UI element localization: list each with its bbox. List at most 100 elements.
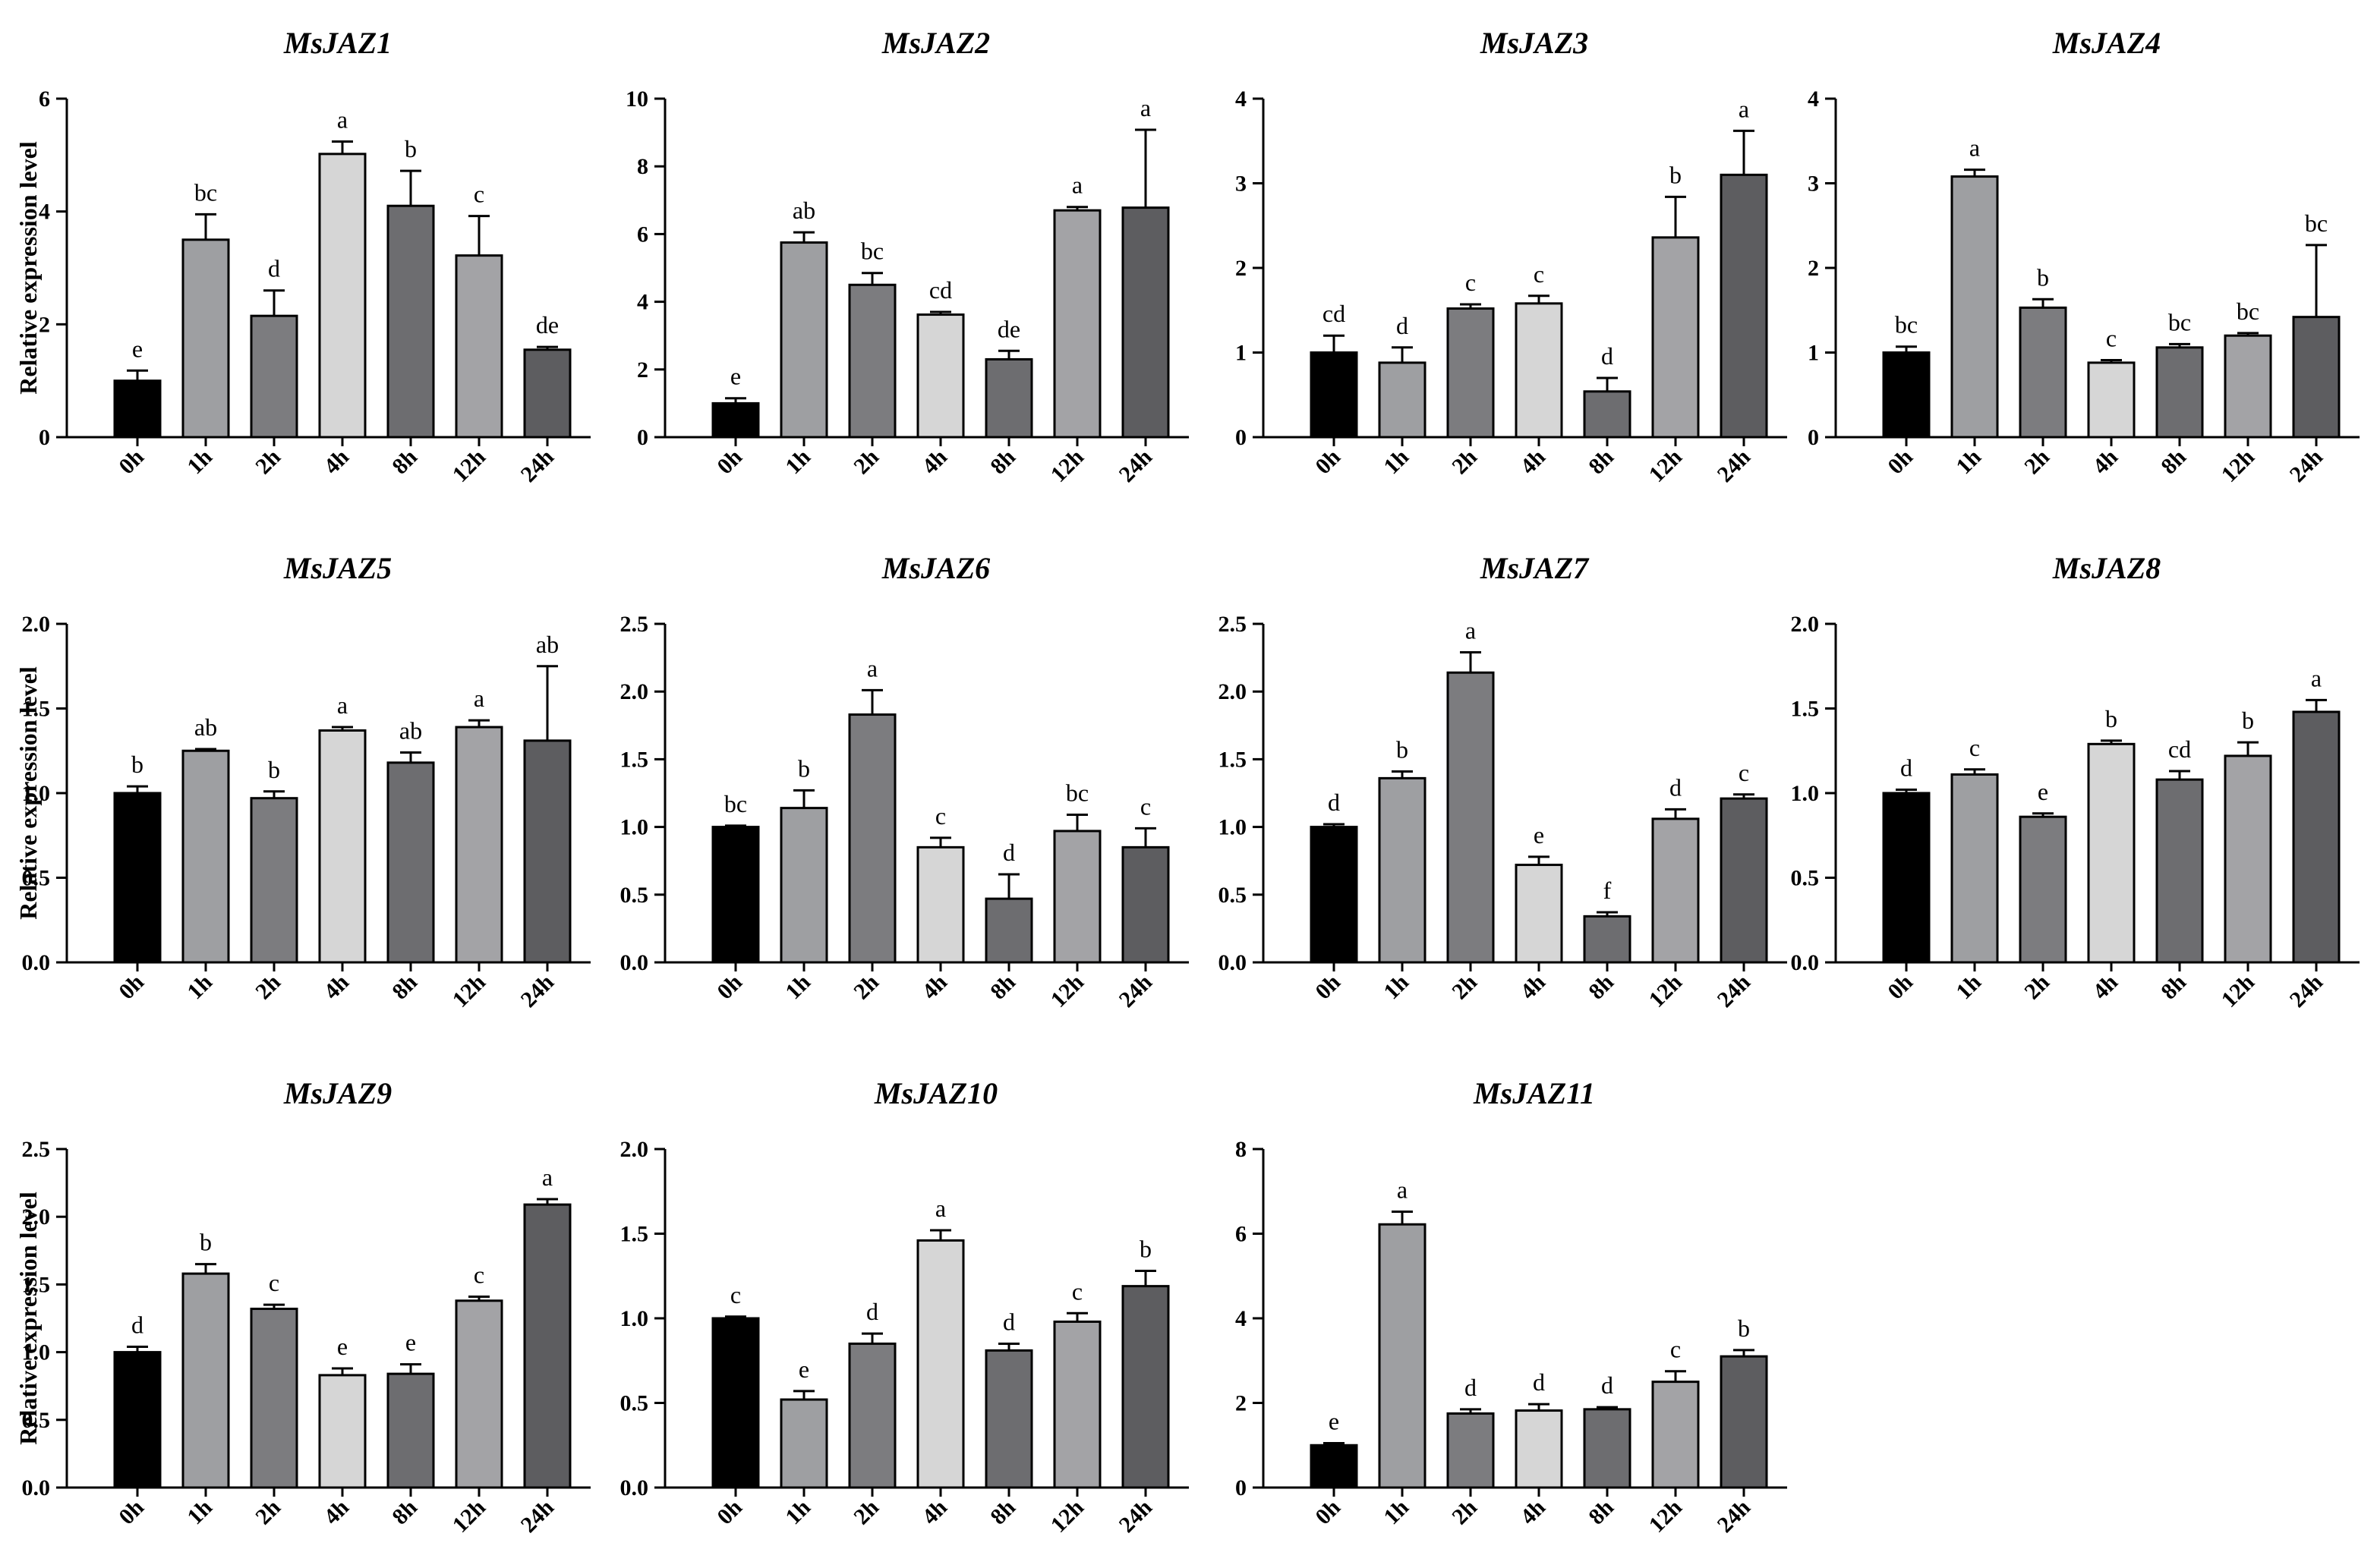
panel-title: MsJAZ3 <box>1480 26 1588 60</box>
y-tick-label: 1.5 <box>620 747 649 772</box>
x-tick-label: 2h <box>1447 1494 1482 1529</box>
significance-letter: d <box>1003 1308 1015 1335</box>
significance-letter: ab <box>194 713 217 741</box>
bar-24h <box>1121 206 1170 439</box>
significance-letter: cd <box>1322 300 1345 327</box>
significance-letter: a <box>867 654 878 682</box>
bar-2h <box>848 283 897 439</box>
bar-12h <box>1053 209 1102 439</box>
x-tick-label: 4h <box>1515 1494 1550 1529</box>
significance-letter: e <box>2038 778 2048 805</box>
x-tick-label: 2h <box>1447 444 1482 479</box>
y-tick-label: 0.0 <box>22 1475 51 1500</box>
significance-letter: b <box>1738 1315 1750 1342</box>
chart-panel-9: MsJAZ9 Relative expression level 0.0 0.5 1.0… <box>14 1076 591 1538</box>
bar-0h <box>1310 351 1358 439</box>
y-tick-label: 2 <box>39 312 50 337</box>
bar-4h <box>1515 302 1563 439</box>
significance-letter: ab <box>399 716 422 744</box>
x-tick-label: 4h <box>917 1494 952 1529</box>
x-tick-label: 24h <box>516 444 560 487</box>
y-tick-label: 0.5 <box>1791 866 1820 891</box>
y-tick-label: 1.0 <box>620 815 649 840</box>
x-tick-label: 4h <box>917 969 952 1004</box>
y-tick-label: 6 <box>637 222 648 247</box>
significance-letter: b <box>798 754 810 782</box>
significance-letter: de <box>998 315 1020 342</box>
significance-letter: b <box>1396 735 1408 763</box>
y-tick-label: 2.0 <box>1791 612 1820 637</box>
y-tick-label: 1.0 <box>22 781 51 806</box>
significance-letter: c <box>1969 734 1980 761</box>
x-tick-label: 1h <box>1379 969 1414 1004</box>
y-tick-label: 2.0 <box>620 679 649 704</box>
bar-24h <box>1121 1285 1170 1489</box>
x-tick-label: 12h <box>2217 969 2260 1012</box>
x-tick-label: 12h <box>448 444 491 487</box>
x-tick-label: 0h <box>712 444 747 479</box>
y-tick-label: 2 <box>637 357 648 383</box>
significance-letter: c <box>1140 792 1151 820</box>
x-tick-label: 8h <box>985 444 1020 479</box>
y-tick-label: 0 <box>39 425 50 450</box>
bar-1h <box>780 807 828 964</box>
y-tick-label: 8 <box>637 154 648 179</box>
significance-letter: ab <box>536 631 559 658</box>
bar-0h <box>711 401 760 439</box>
significance-letter: bc <box>2237 298 2259 325</box>
chart-panel-7: MsJAZ7 0.0 0.5 1.0 1.5 2.0 2.5 d 0h b 1h a 2h e 4h f 8h d… <box>1218 551 1787 1012</box>
significance-letter: bc <box>2305 209 2328 237</box>
bar-12h <box>2224 334 2272 439</box>
x-tick-label: 1h <box>780 444 815 479</box>
y-tick-label: 4 <box>637 290 648 315</box>
x-tick-label: 1h <box>780 1494 815 1529</box>
bar-8h <box>985 357 1033 439</box>
bar-1h <box>1378 776 1427 964</box>
x-tick-label: 0h <box>114 1494 149 1529</box>
x-tick-label: 2h <box>849 444 884 479</box>
y-tick-label: 0.0 <box>22 950 51 975</box>
bar-24h <box>523 1203 572 1489</box>
significance-letter: c <box>269 1269 279 1296</box>
bar-24h <box>523 739 572 964</box>
significance-letter: c <box>2106 325 2117 352</box>
bar-8h <box>1583 1408 1631 1489</box>
x-tick-label: 12h <box>1644 1494 1688 1538</box>
bar-24h <box>1720 1355 1768 1489</box>
bar-2h <box>2019 306 2067 439</box>
x-tick-label: 24h <box>1713 444 1756 487</box>
y-tick-label: 0.0 <box>1791 950 1820 975</box>
x-tick-label: 4h <box>319 969 354 1004</box>
x-tick-label: 2h <box>2019 969 2054 1004</box>
x-tick-label: 8h <box>1584 444 1619 479</box>
x-tick-label: 1h <box>1379 444 1414 479</box>
bar-24h <box>2292 710 2341 964</box>
x-tick-label: 2h <box>251 1494 285 1529</box>
x-tick-label: 0h <box>1310 444 1345 479</box>
x-tick-label: 12h <box>1046 1494 1089 1538</box>
y-tick-label: 2.0 <box>22 1204 51 1230</box>
x-tick-label: 0h <box>114 444 149 479</box>
significance-letter: b <box>131 751 143 778</box>
significance-letter: b <box>2037 263 2049 291</box>
y-tick-label: 1.0 <box>1791 781 1820 806</box>
bar-24h <box>523 348 572 439</box>
y-tick-label: 0.0 <box>1218 950 1247 975</box>
significance-letter: d <box>1003 839 1015 866</box>
y-tick-label: 4 <box>1235 87 1247 112</box>
bar-8h <box>386 1372 435 1489</box>
significance-letter: c <box>730 1281 741 1308</box>
y-tick-label: 0.5 <box>620 1391 649 1416</box>
x-tick-label: 2h <box>251 444 285 479</box>
significance-letter: ab <box>793 197 815 224</box>
x-tick-label: 0h <box>1883 444 1918 479</box>
x-tick-label: 4h <box>319 444 354 479</box>
x-tick-label: 8h <box>387 969 422 1004</box>
significance-letter: b <box>2242 707 2254 734</box>
x-tick-label: 24h <box>1713 1494 1756 1538</box>
significance-letter: a <box>542 1163 553 1191</box>
significance-letter: a <box>1140 94 1151 121</box>
significance-letter: d <box>1669 773 1682 801</box>
bar-2h <box>1446 307 1495 439</box>
y-tick-label: 1.5 <box>620 1222 649 1247</box>
